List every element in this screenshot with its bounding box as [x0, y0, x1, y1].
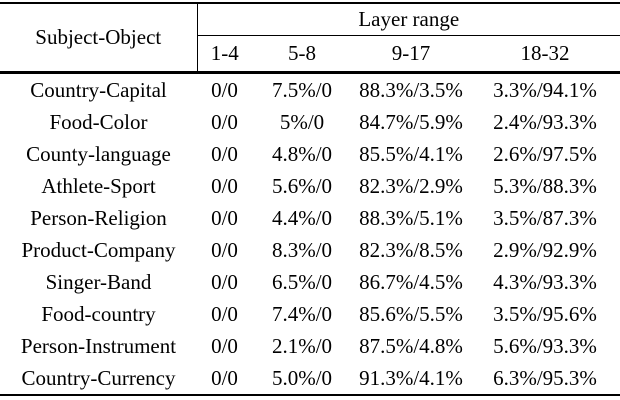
cell-layers-18-32: 3.5%/95.6% [493, 301, 597, 326]
table-row: Food-Color 0/0 5%/0 84.7%/5.9% 2.4%/93.3… [0, 106, 620, 138]
cell-layers-9-17: 85.5%/4.1% [359, 141, 463, 166]
cell-layers-9-17: 91.3%/4.1% [359, 365, 463, 390]
column-header-layers-1-4: 1-4 [197, 35, 252, 74]
row-label: Singer-Band [45, 269, 152, 294]
row-label: Person-Religion [30, 205, 167, 230]
cell-layers-5-8: 8.3%/0 [271, 237, 333, 262]
cell-layers-5-8: 7.4%/0 [271, 301, 333, 326]
row-label: Country-Capital [30, 77, 167, 102]
cell-layers-1-4: 0/0 [211, 269, 238, 294]
table-row: Athlete-Sport 0/0 5.6%/0 82.3%/2.9% 5.3%… [0, 170, 620, 202]
cell-layers-9-17: 88.3%/5.1% [359, 205, 463, 230]
column-header-layers-18-32: 18-32 [470, 35, 620, 74]
cell-layers-5-8: 5.6%/0 [271, 173, 333, 198]
cell-layers-1-4: 0/0 [211, 333, 238, 358]
cell-layers-9-17: 86.7%/4.5% [359, 269, 463, 294]
row-label: County-language [26, 141, 171, 166]
row-label: Food-country [41, 301, 156, 326]
row-label: Product-Company [21, 237, 176, 262]
row-label: Athlete-Sport [41, 173, 156, 198]
cell-layers-5-8: 7.5%/0 [271, 77, 333, 102]
cell-layers-1-4: 0/0 [211, 173, 238, 198]
table-row: Country-Currency 0/0 5.0%/0 91.3%/4.1% 6… [0, 362, 620, 395]
cell-layers-5-8: 5%/0 [279, 109, 325, 134]
cell-layers-5-8: 5.0%/0 [271, 365, 333, 390]
cell-layers-1-4: 0/0 [211, 205, 238, 230]
cell-layers-18-32: 3.3%/94.1% [493, 77, 597, 102]
cell-layers-18-32: 5.3%/88.3% [493, 173, 597, 198]
table-row: Product-Company 0/0 8.3%/0 82.3%/8.5% 2.… [0, 234, 620, 266]
cell-layers-1-4: 0/0 [211, 109, 238, 134]
cell-layers-1-4: 0/0 [211, 237, 238, 262]
header-row-sub: 1-4 5-8 9-17 18-32 [0, 35, 620, 74]
table-row: Country-Capital 0/0 7.5%/0 88.3%/3.5% 3.… [0, 73, 620, 107]
row-label: Food-Color [49, 109, 148, 134]
row-label: Person-Instrument [20, 333, 177, 358]
cell-layers-9-17: 82.3%/8.5% [359, 237, 463, 262]
table-row: Food-country 0/0 7.4%/0 85.6%/5.5% 3.5%/… [0, 298, 620, 330]
column-header-subject-object: Subject-Object [0, 3, 198, 74]
table-body: Country-Capital 0/0 7.5%/0 88.3%/3.5% 3.… [0, 73, 620, 396]
table-row: County-language 0/0 4.8%/0 85.5%/4.1% 2.… [0, 138, 620, 170]
table-row: Person-Instrument 0/0 2.1%/0 87.5%/4.8% … [0, 330, 620, 362]
cell-layers-1-4: 0/0 [211, 77, 238, 102]
cell-layers-18-32: 3.5%/87.3% [493, 205, 597, 230]
cell-layers-9-17: 82.3%/2.9% [359, 173, 463, 198]
cell-layers-9-17: 84.7%/5.9% [359, 109, 463, 134]
column-header-layers-5-8: 5-8 [252, 35, 352, 74]
cell-layers-18-32: 2.4%/93.3% [493, 109, 597, 134]
cell-layers-1-4: 0/0 [211, 365, 238, 390]
cell-layers-9-17: 88.3%/3.5% [359, 77, 463, 102]
cell-layers-1-4: 0/0 [211, 301, 238, 326]
cell-layers-18-32: 5.6%/93.3% [493, 333, 597, 358]
cell-layers-5-8: 6.5%/0 [271, 269, 333, 294]
cell-layers-18-32: 2.6%/97.5% [493, 141, 597, 166]
cell-layers-18-32: 6.3%/95.3% [493, 365, 597, 390]
table-row: Person-Religion 0/0 4.4%/0 88.3%/5.1% 3.… [0, 202, 620, 234]
cell-layers-18-32: 2.9%/92.9% [493, 237, 597, 262]
cell-layers-5-8: 2.1%/0 [271, 333, 333, 358]
cell-layers-18-32: 4.3%/93.3% [493, 269, 597, 294]
column-group-header-layer-range: Layer range [197, 3, 620, 36]
header-row-group: Subject-Object Layer range [0, 3, 620, 74]
cell-layers-5-8: 4.4%/0 [271, 205, 333, 230]
column-header-layers-9-17: 9-17 [352, 35, 470, 74]
row-label: Country-Currency [21, 365, 176, 390]
cell-layers-9-17: 87.5%/4.8% [359, 333, 463, 358]
cell-layers-9-17: 85.6%/5.5% [359, 301, 463, 326]
cell-layers-5-8: 4.8%/0 [271, 141, 333, 166]
cell-layers-1-4: 0/0 [211, 141, 238, 166]
table-row: Singer-Band 0/0 6.5%/0 86.7%/4.5% 4.3%/9… [0, 266, 620, 298]
